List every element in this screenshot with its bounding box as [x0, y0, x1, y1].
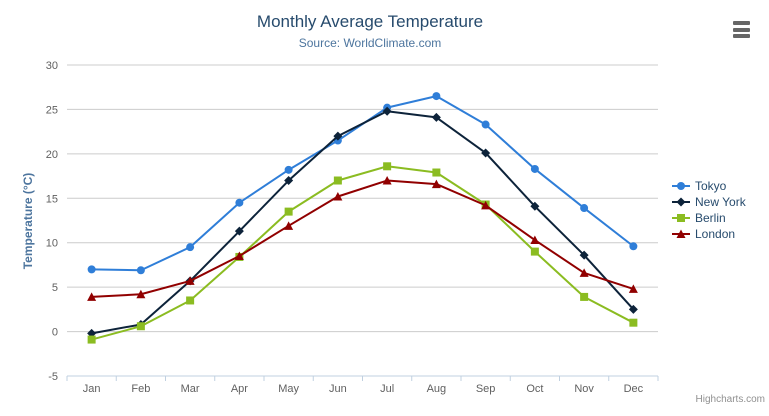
data-point-marker[interactable]	[382, 106, 392, 116]
y-axis-tick-label: 10	[46, 238, 58, 250]
legend-item-label: New York	[695, 195, 746, 209]
y-axis-tick-label: 20	[46, 149, 58, 161]
data-point-marker[interactable]	[481, 148, 491, 158]
menu-bar	[733, 34, 750, 38]
x-axis-tick-label: Sep	[476, 383, 496, 395]
legend-item-label: Tokyo	[695, 179, 727, 193]
legend-item-label: Berlin	[695, 211, 726, 225]
y-axis-tick-label: 30	[46, 60, 58, 72]
data-point-marker[interactable]	[284, 207, 293, 216]
export-menu-icon[interactable]	[733, 21, 750, 38]
data-point-marker[interactable]	[185, 276, 195, 285]
x-axis-tick-label: Feb	[131, 383, 150, 395]
y-axis-tick-label: 15	[46, 193, 58, 205]
x-axis-tick-label: Jun	[329, 383, 347, 395]
data-point-marker[interactable]	[481, 200, 491, 210]
y-axis-tick-label: 0	[52, 327, 58, 339]
legend-item-london[interactable]: London	[672, 226, 746, 242]
series-london[interactable]	[87, 176, 638, 301]
data-point-marker[interactable]	[530, 247, 539, 256]
data-point-marker[interactable]	[383, 162, 392, 171]
data-point-marker[interactable]	[284, 221, 294, 230]
data-point-marker[interactable]	[628, 284, 638, 293]
x-axis-tick-label: Aug	[427, 383, 447, 395]
x-axis-tick-label: Mar	[181, 383, 200, 395]
data-point-marker[interactable]	[580, 292, 589, 301]
data-point-marker[interactable]	[284, 176, 294, 186]
data-point-marker[interactable]	[284, 165, 293, 174]
x-axis-tick-label: May	[278, 383, 299, 395]
data-point-marker[interactable]	[136, 289, 146, 299]
menu-bar	[733, 27, 750, 32]
x-axis-tick-label: Jan	[83, 383, 101, 395]
data-point-marker[interactable]	[677, 214, 685, 222]
series-line[interactable]	[90, 110, 635, 335]
data-point-marker[interactable]	[234, 226, 244, 236]
data-point-marker[interactable]	[333, 176, 342, 185]
chart-subtitle: Source: WorldClimate.com	[298, 36, 442, 50]
legend-item-new-york[interactable]: New York	[672, 194, 746, 210]
legend-marker-icon	[672, 197, 690, 207]
data-point-marker[interactable]	[186, 243, 195, 252]
legend-marker-icon	[672, 182, 690, 190]
legend-marker-icon	[672, 229, 690, 239]
menu-bar	[733, 21, 750, 25]
data-point-marker[interactable]	[580, 204, 589, 213]
data-point-marker[interactable]	[629, 318, 638, 327]
data-point-marker[interactable]	[530, 235, 540, 245]
y-axis-tick-label: 5	[52, 282, 58, 294]
data-point-marker[interactable]	[579, 250, 589, 260]
data-point-marker[interactable]	[676, 197, 686, 207]
series-berlin[interactable]	[87, 162, 638, 344]
credits-link[interactable]: Highcharts.com	[695, 394, 765, 405]
legend-item-label: London	[695, 227, 736, 241]
x-axis-tick-label: Apr	[231, 383, 248, 395]
data-point-marker[interactable]	[432, 92, 441, 101]
legend-item-berlin[interactable]: Berlin	[672, 210, 746, 226]
data-point-marker[interactable]	[186, 296, 195, 305]
data-point-marker[interactable]	[87, 292, 97, 301]
data-point-marker[interactable]	[530, 201, 540, 211]
data-point-marker[interactable]	[676, 229, 686, 239]
data-point-marker[interactable]	[333, 192, 343, 201]
data-point-marker[interactable]	[628, 304, 638, 314]
x-axis-tick-label: Oct	[526, 383, 543, 395]
data-point-marker[interactable]	[677, 182, 685, 190]
data-point-marker[interactable]	[629, 242, 638, 251]
series-line[interactable]	[90, 179, 635, 298]
data-point-marker[interactable]	[136, 322, 145, 331]
data-point-marker[interactable]	[530, 164, 539, 173]
data-point-marker[interactable]	[579, 268, 589, 277]
data-point-marker[interactable]	[432, 168, 441, 177]
y-axis-tick-label: -5	[48, 371, 58, 383]
series-new-york[interactable]	[87, 106, 638, 338]
data-point-marker[interactable]	[431, 112, 441, 122]
series-line[interactable]	[90, 95, 635, 272]
data-point-marker[interactable]	[136, 266, 145, 275]
data-point-marker[interactable]	[87, 335, 96, 344]
legend-item-tokyo[interactable]: Tokyo	[672, 178, 746, 194]
series-line[interactable]	[90, 165, 635, 341]
x-axis-tick-label: Nov	[574, 383, 594, 395]
data-point-marker[interactable]	[234, 251, 244, 261]
x-axis-tick-label: Dec	[624, 383, 644, 395]
data-point-marker[interactable]	[235, 198, 244, 207]
data-point-marker[interactable]	[431, 179, 441, 189]
data-point-marker[interactable]	[333, 131, 343, 141]
chart-title: Monthly Average Temperature	[256, 12, 484, 31]
y-axis-tick-label: 25	[46, 104, 58, 116]
data-point-marker[interactable]	[87, 265, 96, 274]
legend: Tokyo New York Berlin London	[672, 178, 746, 242]
x-axis-tick-label: Jul	[380, 383, 394, 395]
data-point-marker[interactable]	[382, 176, 392, 185]
data-point-marker[interactable]	[481, 120, 490, 129]
legend-marker-icon	[672, 214, 690, 222]
series-tokyo[interactable]	[87, 92, 638, 275]
